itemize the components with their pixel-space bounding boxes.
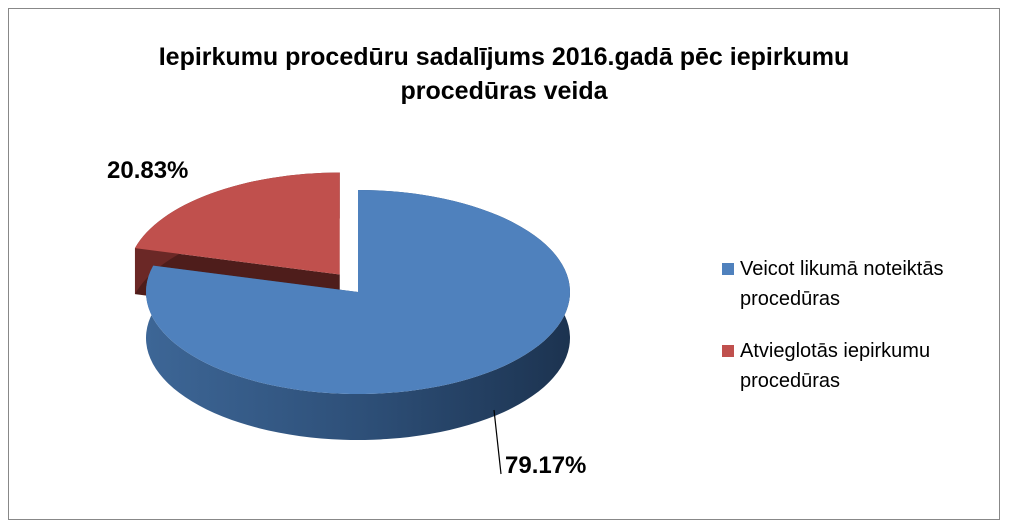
slice [134,172,340,275]
legend-swatch [722,263,734,275]
legend-entry: Veicot likumā noteiktās procedūras [722,254,1002,314]
chart-title: Iepirkumu procedūru sadalījums 2016.gadā… [158,43,850,105]
slice [145,190,571,395]
legend-swatch [722,345,734,357]
legend-label: Atvieglotās iepirkumu procedūras [740,340,931,392]
data-label: 20.83% [107,157,189,184]
legend-label: Veicot likumā noteiktās procedūras [740,258,944,310]
legend-entry: Atvieglotās iepirkumu procedūras [722,336,1002,396]
leader-line [493,409,502,475]
data-label: 79.17% [505,452,587,479]
